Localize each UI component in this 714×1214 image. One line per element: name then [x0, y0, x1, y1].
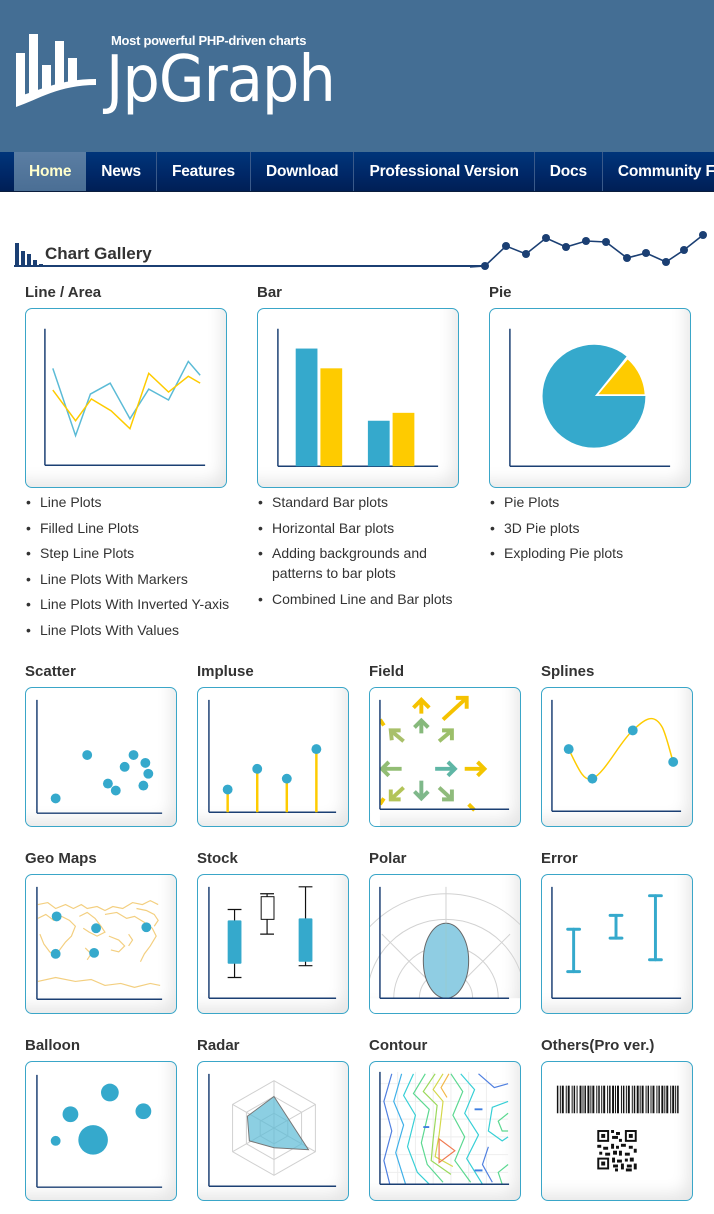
list-item[interactable]: Line Plots — [25, 492, 245, 512]
splines-thumbnail[interactable] — [541, 687, 693, 827]
list-item[interactable]: Step Line Plots — [25, 543, 245, 563]
bar-chart-icon — [277, 328, 439, 467]
section-title: Chart Gallery — [45, 244, 152, 263]
line-area-list: Line Plots Filled Line Plots Step Line P… — [25, 492, 245, 645]
category-title-polar[interactable]: Polar — [369, 850, 407, 867]
category-title-pie[interactable]: Pie — [489, 284, 512, 301]
category-title-radar[interactable]: Radar — [197, 1037, 240, 1054]
field-thumbnail[interactable] — [369, 687, 521, 827]
stock-chart-icon — [208, 886, 337, 999]
category-title-others-pro[interactable]: Others(Pro ver.) — [541, 1037, 655, 1054]
error-bar-chart-icon — [551, 886, 682, 999]
category-title-error[interactable]: Error — [541, 850, 578, 867]
radar-thumbnail[interactable] — [197, 1061, 349, 1201]
impulse-thumbnail[interactable] — [197, 687, 349, 827]
nav-news[interactable]: News — [86, 152, 157, 191]
line-chart-icon — [44, 328, 206, 466]
list-item[interactable]: Standard Bar plots — [257, 492, 457, 512]
scatter-chart-icon — [36, 699, 163, 814]
category-title-contour[interactable]: Contour — [369, 1037, 428, 1054]
bar-chart-icon — [15, 243, 43, 267]
scatter-thumbnail[interactable] — [25, 687, 177, 827]
balloon-chart-icon — [36, 1074, 163, 1188]
polar-chart-icon — [370, 886, 520, 1013]
radar-chart-icon — [208, 1073, 337, 1187]
stock-thumbnail[interactable] — [197, 874, 349, 1014]
decorative-sparkline — [470, 231, 707, 270]
others-pro-thumbnail[interactable] — [541, 1061, 693, 1201]
nav-features[interactable]: Features — [157, 152, 251, 191]
field-chart-icon — [370, 688, 510, 826]
pie-thumbnail[interactable] — [489, 308, 691, 488]
category-title-impulse[interactable]: Impluse — [197, 663, 254, 680]
site-header: Most powerful PHP-driven charts JpGraph — [0, 0, 714, 152]
category-title-splines[interactable]: Splines — [541, 663, 595, 680]
category-title-geo-maps[interactable]: Geo Maps — [25, 850, 97, 867]
nav-community-forum[interactable]: Community Forum — [603, 152, 714, 191]
nav-home[interactable]: Home — [14, 152, 87, 191]
list-item[interactable]: Pie Plots — [489, 492, 689, 512]
list-item[interactable]: 3D Pie plots — [489, 518, 689, 538]
list-item[interactable]: Filled Line Plots — [25, 518, 245, 538]
category-title-bar[interactable]: Bar — [257, 284, 283, 301]
section-header: Chart Gallery — [14, 243, 486, 267]
error-thumbnail[interactable] — [541, 874, 693, 1014]
list-item[interactable]: Exploding Pie plots — [489, 543, 689, 563]
list-item[interactable]: Line Plots With Values — [25, 620, 245, 640]
barcode-qrcode-icon — [556, 1085, 679, 1172]
brand-name[interactable]: JpGraph — [106, 43, 336, 117]
pie-list: Pie Plots 3D Pie plots Exploding Pie plo… — [489, 492, 689, 569]
pie-chart-icon — [509, 328, 671, 467]
list-item[interactable]: Horizontal Bar plots — [257, 518, 457, 538]
category-title-field[interactable]: Field — [369, 663, 405, 680]
impulse-chart-icon — [208, 699, 337, 813]
world-map-icon — [36, 886, 163, 1000]
main-nav: Home News Features Download Professional… — [0, 152, 714, 192]
category-title-scatter[interactable]: Scatter — [25, 663, 76, 680]
jpgraph-logo-icon[interactable] — [14, 33, 98, 109]
list-item[interactable]: Line Plots With Markers — [25, 569, 245, 589]
list-item[interactable]: Combined Line and Bar plots — [257, 589, 457, 609]
nav-professional-version[interactable]: Professional Version — [354, 152, 535, 191]
list-item[interactable]: Adding backgrounds and patterns to bar p… — [257, 543, 457, 583]
list-item[interactable]: Line Plots With Inverted Y-axis — [25, 594, 245, 614]
spline-chart-icon — [551, 699, 682, 812]
polar-thumbnail[interactable] — [369, 874, 521, 1014]
line-area-thumbnail[interactable] — [25, 308, 227, 488]
nav-docs[interactable]: Docs — [535, 152, 603, 191]
category-title-line-area[interactable]: Line / Area — [25, 284, 102, 301]
balloon-thumbnail[interactable] — [25, 1061, 177, 1201]
nav-download[interactable]: Download — [251, 152, 355, 191]
tagline: Most powerful PHP-driven charts — [111, 33, 307, 48]
contour-chart-icon — [379, 1071, 510, 1185]
category-title-balloon[interactable]: Balloon — [25, 1037, 80, 1054]
bar-list: Standard Bar plots Horizontal Bar plots … — [257, 492, 457, 614]
contour-thumbnail[interactable] — [369, 1061, 521, 1201]
category-title-stock[interactable]: Stock — [197, 850, 238, 867]
bar-thumbnail[interactable] — [257, 308, 459, 488]
geo-maps-thumbnail[interactable] — [25, 874, 177, 1014]
